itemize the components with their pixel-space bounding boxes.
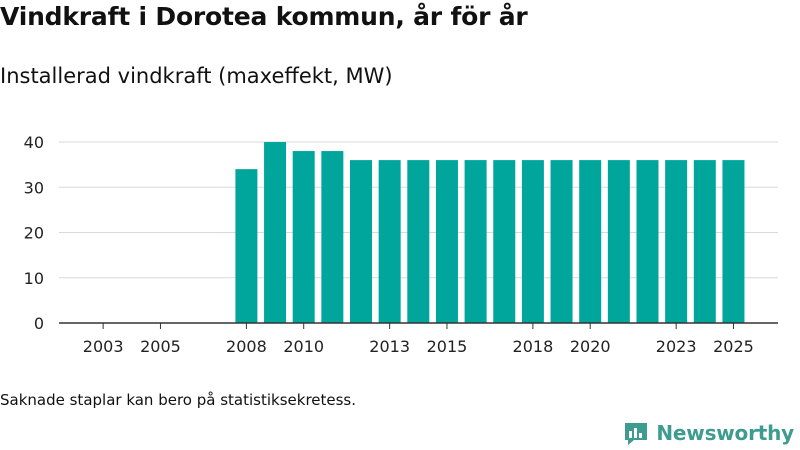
- chart-title: Vindkraft i Dorotea kommun, år för år: [0, 2, 528, 31]
- brand-name: Newsworthy: [656, 421, 794, 445]
- bar-2011: [321, 151, 344, 323]
- x-tick-label: 2023: [656, 337, 697, 356]
- y-tick-label: 20: [24, 224, 44, 243]
- bar-2015: [435, 160, 458, 323]
- y-tick-label: 30: [24, 178, 44, 197]
- bar-2020: [579, 160, 602, 323]
- x-tick-label: 2025: [713, 337, 754, 356]
- x-tick-label: 2013: [369, 337, 410, 356]
- bars: [235, 142, 745, 323]
- bar-2009: [264, 142, 287, 323]
- x-tick-label: 2003: [83, 337, 124, 356]
- x-tick-label: 2005: [140, 337, 181, 356]
- y-tick-label: 0: [34, 314, 44, 333]
- x-tick-label: 2020: [570, 337, 611, 356]
- bar-2008: [235, 169, 258, 323]
- bar-2013: [378, 160, 401, 323]
- chart-subtitle: Installerad vindkraft (maxeffekt, MW): [0, 64, 393, 88]
- bar-2018: [521, 160, 544, 323]
- bar-2012: [350, 160, 372, 323]
- bar-2021: [607, 160, 630, 323]
- x-tick-label: 2018: [513, 337, 554, 356]
- bar-2019: [550, 160, 573, 323]
- bar-2025: [722, 160, 745, 323]
- bar-chart: 0 10 20 30 40 2003 2005 2008 2010 2013 2015 2018 202…: [24, 133, 778, 356]
- bar-2016: [464, 160, 487, 323]
- bar-2010: [292, 151, 315, 323]
- x-tick-label: 2015: [427, 337, 468, 356]
- bar-2023: [665, 160, 688, 323]
- bar-2024: [693, 160, 716, 323]
- footnote: Saknade staplar kan bero på statistiksek…: [0, 391, 357, 409]
- bar-2014: [407, 160, 430, 323]
- y-tick-label: 10: [24, 269, 44, 288]
- x-tick-label: 2010: [283, 337, 324, 356]
- bar-2017: [493, 160, 516, 323]
- y-tick-label: 40: [24, 133, 44, 152]
- newsworthy-logo: Newsworthy: [623, 420, 794, 446]
- x-tick-label: 2008: [226, 337, 267, 356]
- newsworthy-logo-icon: [625, 423, 648, 445]
- axes: 0 10 20 30 40 2003 2005 2008 2010 2013 2015 2018 202…: [24, 133, 778, 356]
- bar-2022: [636, 160, 659, 323]
